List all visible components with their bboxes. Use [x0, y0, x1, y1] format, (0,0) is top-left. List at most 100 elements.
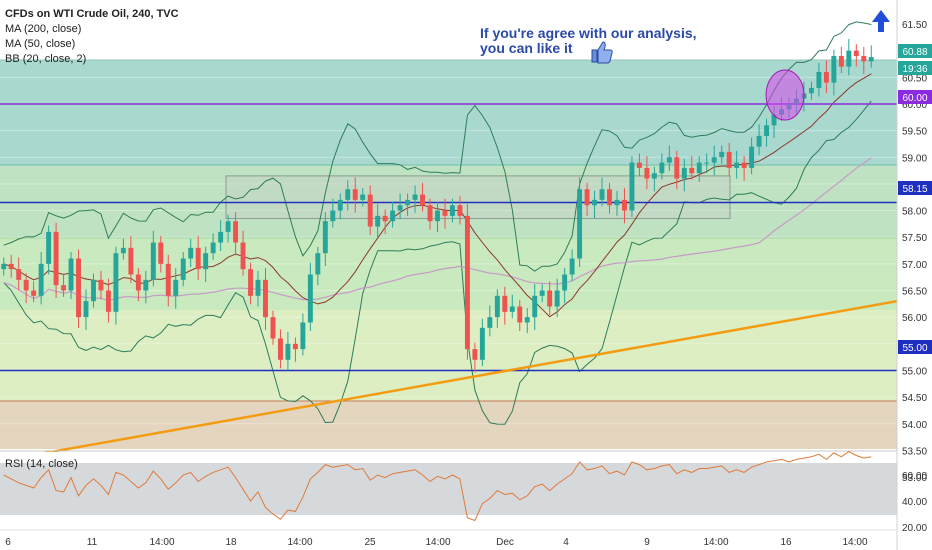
rsi-line	[3, 451, 872, 522]
candle-body	[711, 157, 717, 163]
candle-body	[457, 205, 463, 216]
candle-body	[689, 167, 695, 174]
candle-body	[330, 210, 336, 222]
annotation-line-1: If you're agree with our analysis,	[480, 25, 697, 41]
rsi-tick-label: 40.00	[902, 497, 927, 508]
candle-body	[360, 194, 366, 200]
candle-body	[277, 338, 283, 360]
candle-body	[300, 322, 306, 350]
candle-body	[868, 57, 874, 62]
candle-body	[143, 279, 149, 291]
candle-body	[681, 167, 687, 179]
price-tick-label: 57.50	[902, 233, 927, 244]
time-axis-ticks: 6 11 14:00 18 14:00 25 14:00 Dec 4 9 14:00 16 14:00	[5, 537, 868, 548]
candle-body	[621, 199, 627, 211]
candle-body	[23, 279, 29, 291]
candle-body	[91, 279, 96, 302]
candle-body	[405, 199, 411, 206]
candle-body	[487, 317, 493, 328]
candle-body	[203, 253, 209, 270]
price-tick-label: 54.00	[902, 420, 927, 431]
zone-tan	[0, 401, 897, 449]
price-tag-countdown: 19:36	[898, 61, 932, 75]
price-tag-60: 60.00	[898, 90, 932, 104]
price-tick-label: 60.50	[902, 73, 927, 84]
zone-green-upper	[0, 165, 897, 238]
candle-body	[846, 50, 852, 67]
candle-body	[472, 349, 478, 360]
candle-body	[853, 50, 859, 56]
candle-body	[554, 290, 560, 307]
candle-body	[831, 55, 837, 83]
candle-body	[180, 258, 186, 280]
price-tick-label: 61.50	[902, 20, 927, 31]
candle-body	[577, 189, 583, 259]
zone-teal-top	[0, 0, 897, 60]
candle-body	[285, 343, 291, 360]
price-tag-last: 60.88	[898, 44, 932, 58]
price-tick-label: 54.50	[902, 393, 927, 404]
horizontal-levels	[0, 103, 897, 372]
time-tick-label: 11	[87, 537, 98, 548]
candle-body	[838, 55, 844, 67]
bb-upper	[3, 21, 872, 272]
rsi-axis-ticks: 60.00 40.00 20.00	[902, 471, 927, 534]
candle-body	[128, 247, 134, 275]
candle-body	[442, 210, 448, 216]
trendline-line	[0, 299, 898, 463]
rsi-tick-label: 60.00	[902, 471, 927, 482]
candle-body	[449, 205, 455, 216]
candle-body	[494, 295, 500, 318]
candle-body	[113, 253, 119, 312]
candle-body	[644, 167, 650, 179]
candle-body	[397, 205, 403, 211]
candle-body	[337, 199, 343, 211]
legend-symbol: CFDs on WTI Crude Oil, 240, TVC	[5, 8, 179, 20]
candle-body	[8, 263, 14, 270]
rsi-series	[3, 451, 872, 522]
price-tag-5815-text: 58.15	[902, 184, 927, 195]
candle-body	[188, 247, 194, 259]
candle-body	[420, 194, 426, 206]
price-tick-label: 60.00	[902, 100, 927, 111]
candle-body	[120, 247, 126, 254]
price-tick-label: 55.00	[902, 366, 927, 377]
candle-body	[292, 343, 298, 350]
legend-ma200: MA (200, close)	[5, 23, 81, 35]
rsi-band	[0, 463, 897, 515]
legend-ma50: MA (50, close)	[5, 38, 75, 50]
candle-body	[150, 242, 156, 280]
candle-body	[367, 194, 373, 227]
candle-body	[46, 231, 52, 264]
candle-body	[674, 157, 680, 179]
consolidation-box	[225, 175, 731, 220]
price-tag-countdown-text: 19:36	[902, 64, 927, 75]
candle-body	[248, 269, 254, 296]
candle-body	[105, 290, 111, 312]
price-tick-label: 58.00	[902, 207, 927, 218]
highlight-ellipse-shape	[765, 69, 805, 121]
consolidation-rect	[225, 175, 731, 220]
candle-body	[861, 55, 867, 62]
candle-body	[98, 279, 104, 291]
price-tick-label: 56.00	[902, 313, 927, 324]
time-tick-label: 16	[780, 537, 792, 548]
candle-body	[38, 263, 44, 296]
price-tag-60-text: 60.00	[902, 93, 927, 104]
time-tick-label: 25	[364, 537, 376, 548]
trendline	[0, 299, 898, 463]
candle-body	[352, 189, 358, 200]
thumbs-up-icon	[591, 41, 613, 64]
legend-bb: BB (20, close, 2)	[5, 53, 86, 65]
candle-body	[629, 162, 635, 211]
candle-body	[382, 215, 388, 222]
candle-body	[756, 135, 762, 147]
candle-body	[704, 162, 710, 164]
bollinger-bands	[3, 21, 872, 425]
price-tag-last-text: 60.88	[902, 47, 927, 58]
candle-body	[158, 242, 164, 264]
candle-body	[263, 279, 268, 318]
candle-body	[233, 221, 239, 243]
time-tick-label: 14:00	[425, 537, 450, 548]
